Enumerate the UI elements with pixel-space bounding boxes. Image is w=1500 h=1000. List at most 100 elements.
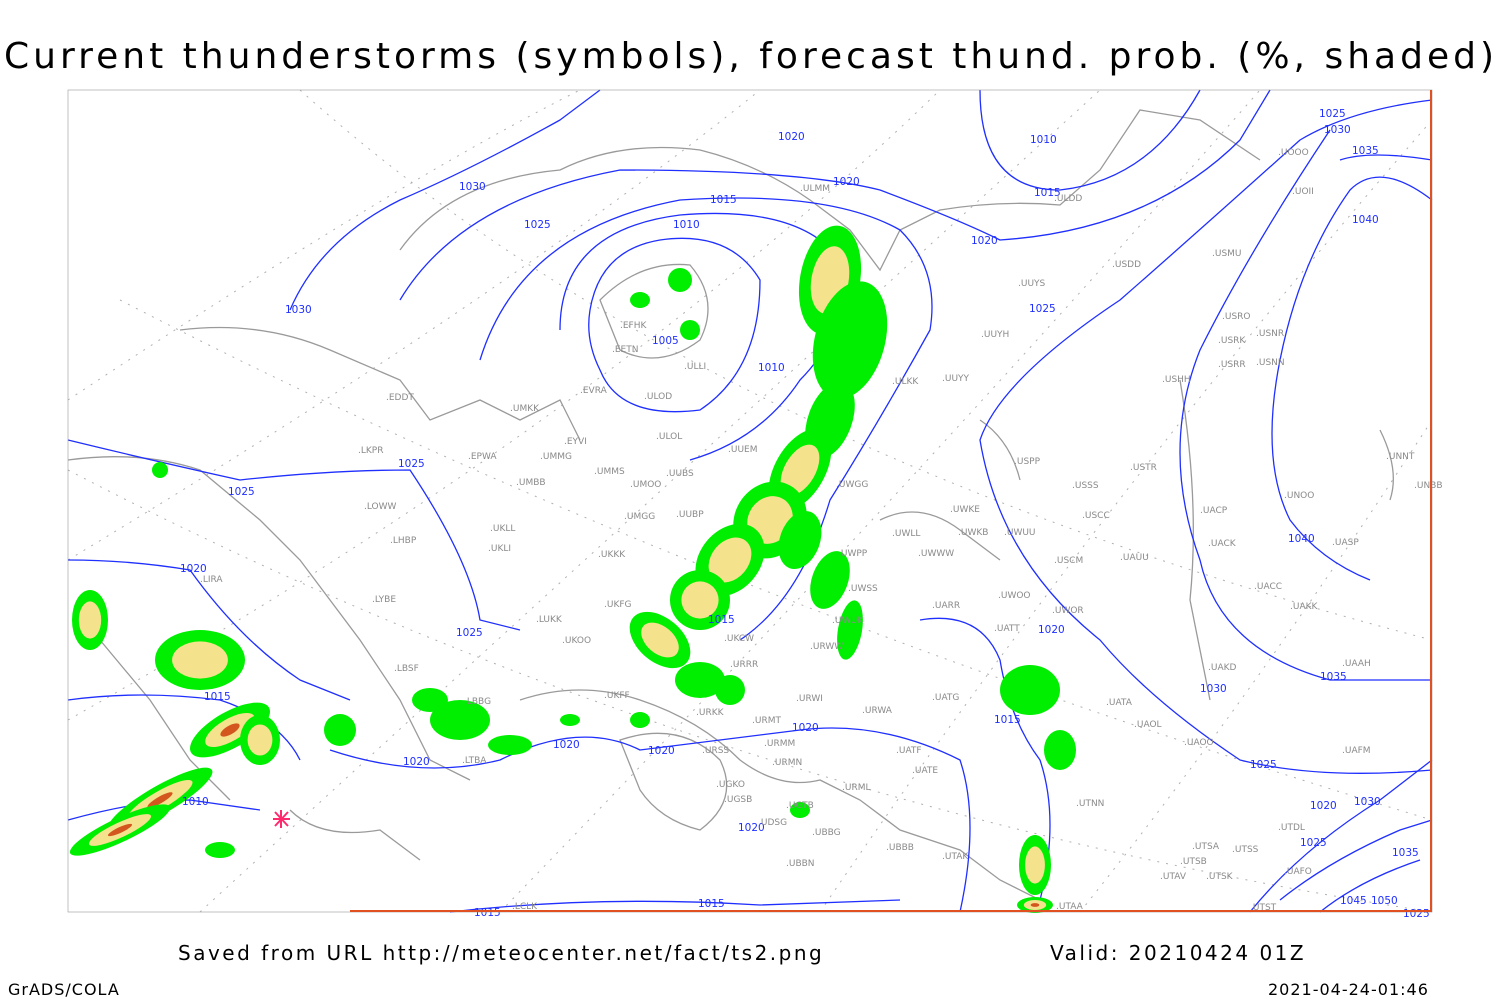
station-label: .UTSS: [1232, 845, 1259, 855]
probability-contour-mid: [172, 641, 228, 679]
probability-contour-low: [715, 675, 745, 705]
station-label: .UMBB: [516, 478, 546, 488]
station-label: .UWOR: [1052, 606, 1084, 616]
station-label: .UWUU: [1004, 528, 1036, 538]
station-label: .UUEM: [728, 445, 758, 455]
isobar-label: 1005: [652, 335, 679, 347]
station-label: .URML: [842, 783, 870, 793]
colorbar-edge: [1430, 90, 1432, 912]
station-label: .UKLI: [488, 544, 511, 554]
station-label: .UTNN: [1076, 799, 1104, 809]
station-label: .EFHK: [620, 321, 647, 331]
station-label: .UKKK: [598, 550, 626, 560]
isobar-label: 1010: [758, 362, 785, 374]
isobar-label: 1030: [1354, 796, 1381, 808]
station-label: .USRR: [1218, 360, 1246, 370]
station-label: .UACC: [1254, 582, 1282, 592]
probability-contour-high: [147, 792, 173, 808]
station-label: .LTBA: [462, 756, 487, 766]
station-label: .UAFO: [1284, 867, 1312, 877]
station-label: .UUYS: [1018, 279, 1046, 289]
station-labels: .ULMM .ULDD .USDD .USMU .UUYS .UOOO .UOII .USRO…: [200, 148, 1443, 913]
station-label: .UWPP: [838, 549, 868, 559]
station-label: .URWW: [810, 642, 843, 652]
station-label: .LUKK: [536, 615, 563, 625]
station-label: .UWLL: [892, 529, 920, 539]
isobar-label: 1010: [1030, 134, 1057, 146]
station-label: .UNBB: [1414, 481, 1443, 491]
station-label: .UMOO: [630, 480, 661, 490]
station-label: .UTSK: [1206, 872, 1234, 882]
station-label: .UTAA: [1056, 902, 1084, 912]
thunderstorm-probability-shading: [69, 225, 1076, 913]
station-label: .UWWW: [918, 549, 954, 559]
probability-contour-low: [324, 714, 356, 746]
station-label: .LKPR: [358, 446, 383, 456]
isobar-label: 1030: [459, 181, 486, 193]
probability-contour-mid: [247, 724, 273, 756]
station-label: .UATF: [896, 746, 922, 756]
station-label: .UUYH: [981, 330, 1009, 340]
station-label: .UNNT: [1386, 452, 1415, 462]
station-label: .UAUU: [1120, 553, 1149, 563]
station-label: .UAOO: [1184, 738, 1214, 748]
isobar-labels: 1020 1020 1015 1010 1025 1030 1030 1005 1010 1010…: [180, 108, 1430, 920]
probability-contour-mid: [780, 444, 820, 496]
station-label: .UKLL: [490, 524, 515, 534]
station-label: .UMGG: [624, 512, 655, 522]
station-label: .UAAH: [1342, 659, 1371, 669]
probability-contour-low: [837, 600, 863, 660]
isobar-label: 1025: [1319, 108, 1346, 120]
station-label: .UBBG: [812, 828, 841, 838]
isobar-label: 1025: [228, 486, 255, 498]
station-label: .LBBG: [464, 697, 491, 707]
isobar-label: 1025: [1403, 908, 1430, 920]
station-label: .URMN: [772, 758, 802, 768]
station-label: .UKCW: [724, 634, 754, 644]
station-label: .LIRA: [200, 575, 223, 585]
graticule: [67, 89, 1433, 913]
station-label: .USTR: [1130, 463, 1157, 473]
probability-contour-low: [1044, 730, 1076, 770]
isobar-label: 1010: [673, 219, 700, 231]
isobar-label: 1020: [403, 756, 430, 768]
station-label: .URWA: [862, 706, 893, 716]
current-thunderstorm-symbol: [273, 810, 290, 828]
isobar-label: 1020: [553, 739, 580, 751]
station-label: .UWKE: [950, 505, 980, 515]
station-label: .URMT: [752, 716, 781, 726]
probability-contour-mid: [1025, 846, 1045, 884]
station-label: .ULKK: [892, 377, 919, 387]
station-label: .USRK: [1218, 336, 1246, 346]
colorbar-edge-bottom: [350, 910, 1430, 912]
station-label: .UKFF: [604, 691, 630, 701]
station-label: .USCM: [1054, 556, 1083, 566]
probability-contour-mid: [747, 496, 793, 544]
isobar-label: 1025: [524, 219, 551, 231]
isobar-label: 1020: [792, 722, 819, 734]
station-label: .LCLK: [512, 902, 538, 912]
station-label: .USHH: [1162, 375, 1191, 385]
station-label: .ULMM: [800, 184, 830, 194]
station-label: .UGKO: [716, 780, 745, 790]
station-label: .URKK: [696, 708, 725, 718]
isobar-label: 1020: [971, 235, 998, 247]
station-label: .USMU: [1212, 249, 1242, 259]
station-label: .EYVI: [564, 437, 587, 447]
isobar-label: 1015: [204, 691, 231, 703]
probability-contour-high: [1030, 903, 1040, 907]
isobar-label: 1015: [710, 194, 737, 206]
isobar-label: 1025: [398, 458, 425, 470]
station-label: .USNR: [1256, 329, 1284, 339]
probability-contour-mid: [681, 581, 719, 619]
station-label: .UGSB: [724, 795, 752, 805]
probability-contour-low: [152, 462, 168, 478]
station-label: .UMMS: [594, 467, 625, 477]
isobar-label: 1020: [778, 131, 805, 143]
station-label: .UOII: [1292, 187, 1314, 197]
probability-contour-low: [668, 268, 692, 292]
station-label: .ULOL: [656, 432, 682, 442]
station-label: .UAKK: [1290, 602, 1319, 612]
station-label: .LBSF: [394, 664, 419, 674]
